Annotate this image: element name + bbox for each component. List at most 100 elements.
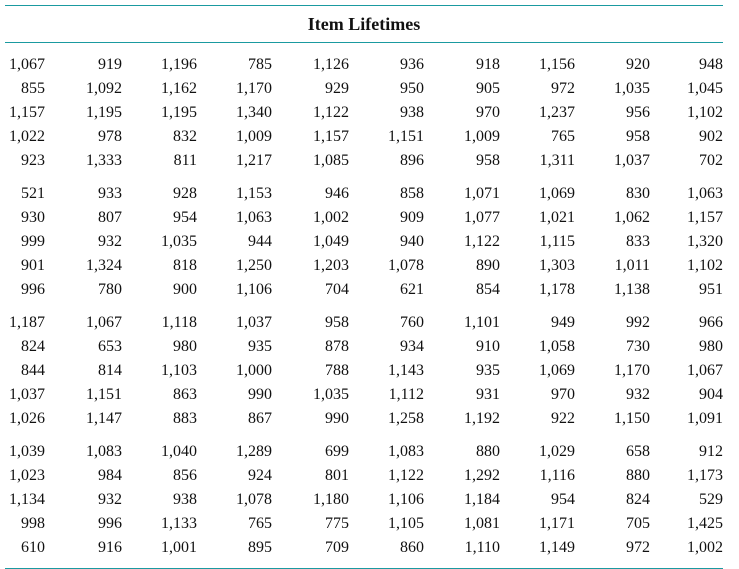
table-cell: 760 [400, 314, 424, 331]
table-cell: 1,157 [313, 128, 349, 145]
table-cell: 765 [248, 515, 272, 532]
table-cell: 1,077 [464, 209, 500, 226]
gap-cell [349, 173, 424, 182]
table-cell: 924 [248, 467, 272, 484]
table-cell: 610 [21, 539, 45, 556]
table-cell: 858 [400, 185, 424, 202]
table-cell: 801 [325, 467, 349, 484]
table-cell: 958 [325, 314, 349, 331]
table-cell: 704 [325, 281, 349, 298]
table-cell: 910 [476, 338, 500, 355]
gap-cell [5, 173, 45, 182]
table-cell: 785 [248, 56, 272, 73]
table-cell: 863 [173, 386, 197, 403]
table-cell: 702 [699, 152, 723, 169]
gap-cell [197, 431, 272, 440]
table-cell: 1,149 [539, 539, 575, 556]
table-cell: 1,009 [236, 128, 272, 145]
table-cell: 1,195 [161, 104, 197, 121]
table-row: 521 933 928 1,153 946 858 1,071 1,069 830 1,063 [5, 182, 723, 206]
table-cell: 1,289 [236, 443, 272, 460]
table-cell: 1,292 [464, 467, 500, 484]
table-cell: 867 [248, 410, 272, 427]
table-cell: 1,151 [86, 386, 122, 403]
gap-cell [197, 173, 272, 182]
gap-cell [424, 431, 500, 440]
table-cell: 1,138 [614, 281, 650, 298]
table-cell: 1,157 [9, 104, 45, 121]
table-row: 844 814 1,103 1,000 788 1,143 935 1,069 1,170 1,0… [5, 359, 723, 383]
table-cell: 972 [626, 539, 650, 556]
table-cell: 949 [551, 314, 575, 331]
table-row: 901 1,324 818 1,250 1,203 1,078 890 1,303 1,011 1… [5, 254, 723, 278]
gap-cell [272, 302, 349, 311]
table-cell: 890 [476, 257, 500, 274]
table-cell: 920 [626, 56, 650, 73]
table-cell: 954 [173, 209, 197, 226]
table-cell: 1,184 [464, 491, 500, 508]
table-cell: 1,101 [464, 314, 500, 331]
table-cell: 1,085 [313, 152, 349, 169]
table-cell: 1,067 [9, 56, 45, 73]
table-cell: 699 [325, 443, 349, 460]
table-cell: 832 [173, 128, 197, 145]
table-cell: 775 [325, 515, 349, 532]
table-cell: 902 [699, 128, 723, 145]
table-cell: 1,150 [614, 410, 650, 427]
table-cell: 970 [476, 104, 500, 121]
table-cell: 940 [400, 233, 424, 250]
table-cell: 1,425 [687, 515, 723, 532]
table-cell: 999 [21, 233, 45, 250]
table-cell: 1,078 [388, 257, 424, 274]
table-cell: 1,133 [161, 515, 197, 532]
table-cell: 966 [699, 314, 723, 331]
table-cell: 1,122 [388, 467, 424, 484]
table-cell: 1,106 [236, 281, 272, 298]
table-cell: 1,303 [539, 257, 575, 274]
table-row: 1,026 1,147 883 867 990 1,258 1,192 922 1,150 1,0… [5, 407, 723, 431]
table-cell: 780 [98, 281, 122, 298]
table-cell: 1,035 [313, 386, 349, 403]
table-row: 1,134 932 938 1,078 1,180 1,106 1,184 954 824 529 [5, 488, 723, 512]
table-cell: 1,187 [9, 314, 45, 331]
table-cell: 1,122 [313, 104, 349, 121]
table-cell: 1,340 [236, 104, 272, 121]
table-cell: 936 [400, 56, 424, 73]
table-cell: 1,035 [161, 233, 197, 250]
block-gap [5, 431, 723, 440]
table-cell: 529 [699, 491, 723, 508]
table-cell: 1,021 [539, 209, 575, 226]
table-cell: 1,045 [687, 80, 723, 97]
lifetimes-grid: 1,067 919 1,196 785 1,126 936 918 1,156 920 948 85… [5, 53, 723, 560]
table-cell: 705 [626, 515, 650, 532]
table-cell: 1,110 [464, 539, 500, 556]
table-cell: 1,162 [161, 80, 197, 97]
top-rule [5, 5, 723, 6]
table-cell: 900 [173, 281, 197, 298]
table-cell: 1,009 [464, 128, 500, 145]
table-cell: 860 [400, 539, 424, 556]
table-row: 824 653 980 935 878 934 910 1,058 730 980 [5, 335, 723, 359]
table-cell: 1,035 [614, 80, 650, 97]
table-cell: 992 [626, 314, 650, 331]
table-cell: 1,106 [388, 491, 424, 508]
table-cell: 856 [173, 467, 197, 484]
gap-cell [272, 173, 349, 182]
table-cell: 1,062 [614, 209, 650, 226]
table-cell: 1,001 [161, 539, 197, 556]
table-cell: 1,126 [313, 56, 349, 73]
table-cell: 880 [476, 443, 500, 460]
table-cell: 944 [248, 233, 272, 250]
table-cell: 1,105 [388, 515, 424, 532]
table-cell: 912 [699, 443, 723, 460]
table-cell: 824 [626, 491, 650, 508]
table-cell: 984 [98, 467, 122, 484]
table-cell: 1,067 [687, 362, 723, 379]
table-cell: 818 [173, 257, 197, 274]
table-cell: 938 [173, 491, 197, 508]
table-row: 1,023 984 856 924 801 1,122 1,292 1,116 880 1,173 [5, 464, 723, 488]
table-cell: 765 [551, 128, 575, 145]
table-cell: 1,116 [539, 467, 575, 484]
table-cell: 807 [98, 209, 122, 226]
table-cell: 1,118 [161, 314, 197, 331]
